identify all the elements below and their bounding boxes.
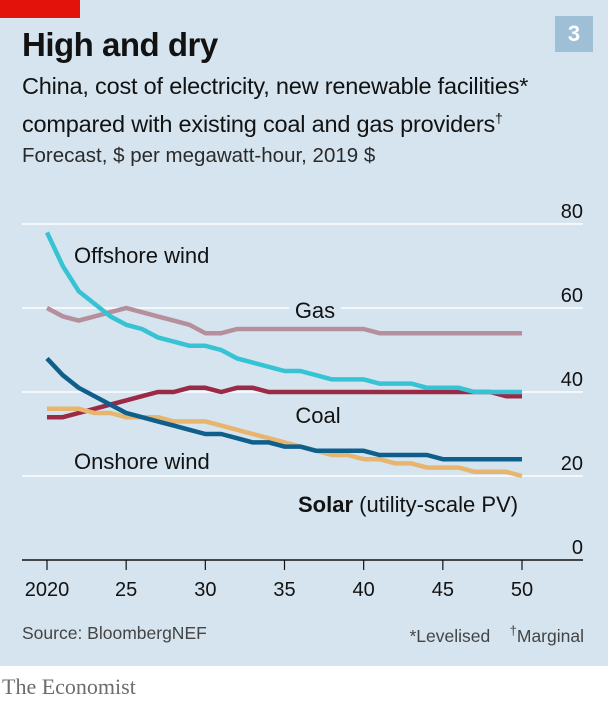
x-tick-label-2025: 25 xyxy=(115,579,137,601)
brand-red-tag xyxy=(0,0,80,18)
series-label-offshore-wind: Offshore wind xyxy=(74,243,209,268)
series-label-bg-gas xyxy=(289,296,341,326)
series-label-solar-name: Solar xyxy=(298,492,353,517)
series-lines xyxy=(44,231,523,479)
chart-subtitle: China, cost of electricity, new renewabl… xyxy=(22,70,597,140)
line-chart: 0 20 40 60 80 2020 25 30 35 40 45 50 Offshore wind… xyxy=(22,201,583,601)
series-line-gas xyxy=(45,305,522,336)
x-tick-label-2030: 30 xyxy=(194,579,216,601)
series-label-onshore-wind: Onshore wind xyxy=(74,449,210,474)
series-label-coal: Coal xyxy=(295,403,340,428)
series-line-onshore-wind xyxy=(45,356,522,462)
chart-title: High and dry xyxy=(22,26,218,63)
subtitle-line-2: compared with existing coal and gas prov… xyxy=(22,110,496,137)
subtitle-line-1: China, cost of electricity, new renewabl… xyxy=(22,73,520,99)
x-axis: 2020 25 30 35 40 45 50 xyxy=(22,559,583,601)
x-tick-label-2045: 45 xyxy=(432,579,454,601)
series-line-offshore-wind xyxy=(44,231,522,395)
y-tick-label-80: 80 xyxy=(561,201,583,223)
series-line-coal xyxy=(47,385,522,420)
x-tick-label-2035: 35 xyxy=(273,579,295,601)
footnote-marginal: Marginal xyxy=(516,625,584,646)
x-tick-label-2040: 40 xyxy=(353,579,375,601)
series-labels: Offshore wind Gas Coal Onshore wind Solar (u… xyxy=(74,243,518,517)
chart-units: Forecast, $ per megawatt-hour, 2019 $ xyxy=(22,144,376,167)
y-tick-label-0: 0 xyxy=(572,537,583,559)
footnote-mark-2: † xyxy=(509,623,517,638)
subtitle-footnote-mark-2: † xyxy=(495,110,503,126)
series-line-solar xyxy=(47,406,523,479)
series-label-solar-suffix: (utility-scale PV) xyxy=(353,492,518,517)
chart-number-badge: 3 xyxy=(555,16,593,52)
series-label-gas: Gas xyxy=(295,298,335,323)
x-tick-label-2050: 50 xyxy=(511,579,533,601)
subtitle-footnote-mark-1: * xyxy=(519,73,529,99)
source-note: Source: BloombergNEF xyxy=(22,623,207,643)
y-tick-label-40: 40 xyxy=(561,369,583,391)
x-tick-label-2020: 2020 xyxy=(25,579,70,601)
series-label-solar: Solar (utility-scale PV) xyxy=(298,492,518,517)
economist-wordmark: The Economist xyxy=(2,674,136,699)
y-axis-labels: 0 20 40 60 80 xyxy=(561,201,583,559)
y-tick-label-20: 20 xyxy=(561,453,583,475)
y-tick-label-60: 60 xyxy=(561,285,583,307)
footnote-levelised: *Levelised xyxy=(409,625,491,646)
footnotes: *Levelised †Marginal xyxy=(409,623,584,647)
